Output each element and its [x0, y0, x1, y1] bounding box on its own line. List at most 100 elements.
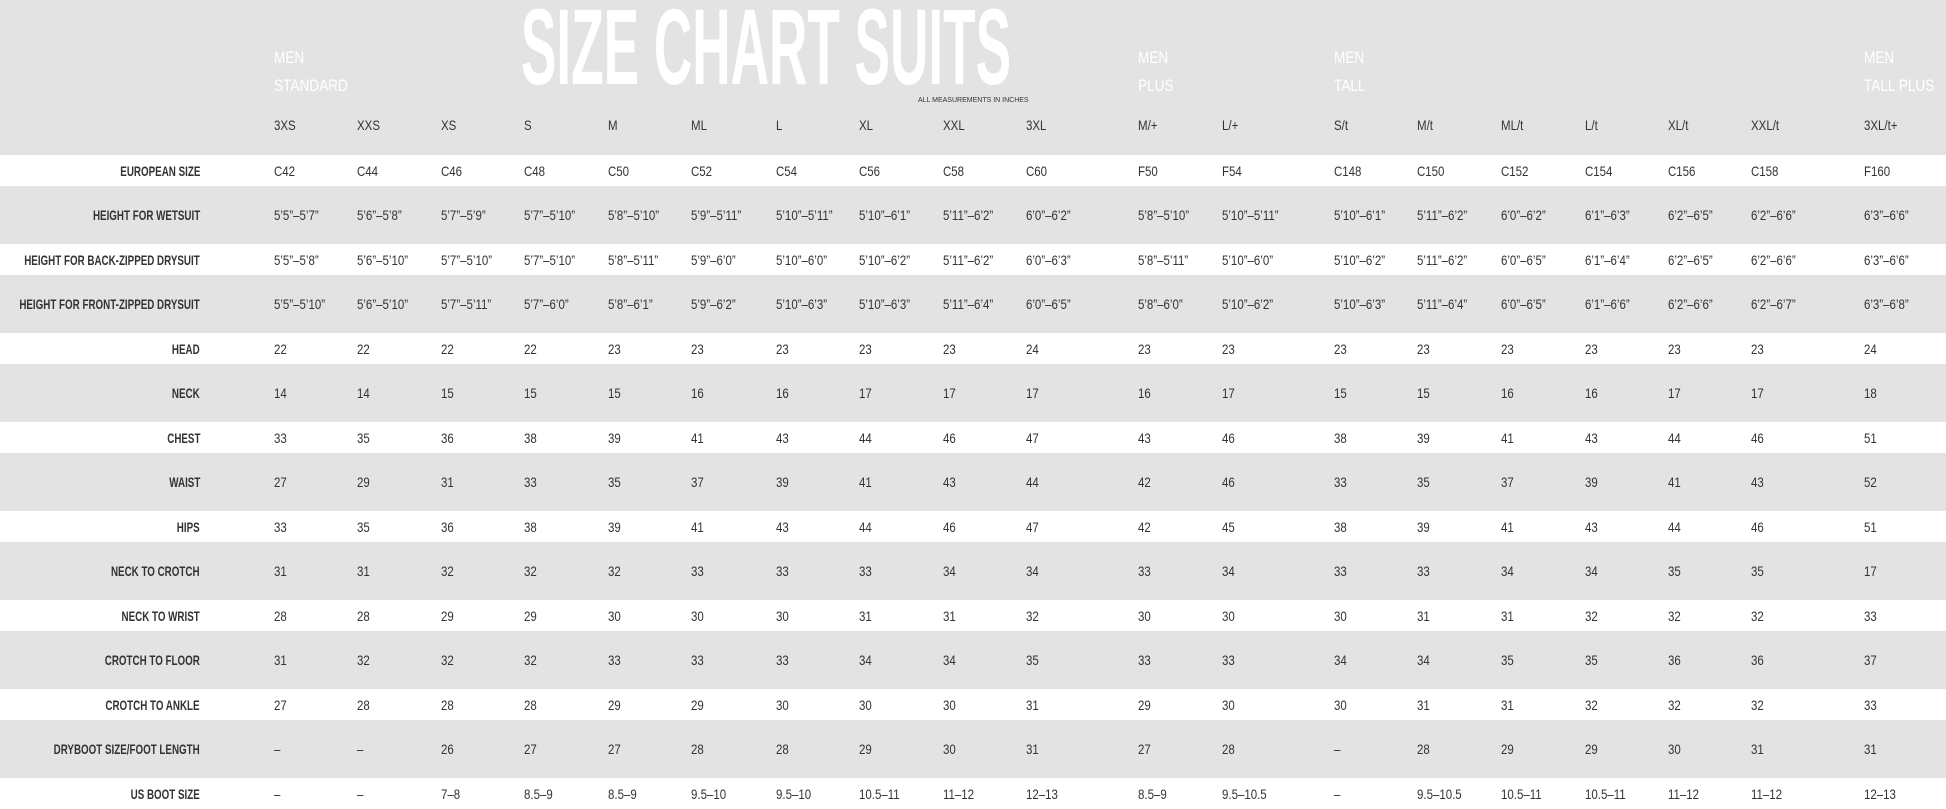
table-cell: –: [1334, 741, 1342, 757]
size-header-text: M: [608, 117, 618, 133]
table-cell-text: 30: [1668, 741, 1681, 757]
table-cell-text: C154: [1585, 162, 1613, 179]
size-header: M/+: [1138, 117, 1162, 133]
table-cell-text: 31: [1417, 696, 1430, 713]
table-cell-text: 51: [1864, 518, 1877, 535]
table-cell-text: 30: [943, 696, 956, 713]
table-cell: 7–8: [441, 786, 464, 802]
table-cell-text: 39: [776, 474, 789, 490]
table-cell-text: 34: [1334, 652, 1347, 668]
table-cell-text: 5’6”–5’10”: [357, 296, 409, 312]
table-cell: 29: [357, 474, 373, 490]
table-cell: C48: [524, 163, 550, 179]
table-cell-text: 34: [943, 652, 956, 668]
table-cell-text: 6’3”–6’6”: [1864, 207, 1909, 223]
table-cell-text: 46: [1751, 518, 1764, 535]
table-cell: 23: [943, 341, 959, 357]
table-cell-text: 23: [943, 340, 956, 357]
table-cell: C150: [1417, 163, 1450, 179]
table-cell: 14: [274, 385, 290, 401]
table-cell: 30: [1334, 608, 1350, 624]
table-cell-text: 29: [1501, 741, 1514, 757]
table-cell: 15: [524, 385, 540, 401]
table-cell-text: 32: [1585, 696, 1598, 713]
table-cell-text: 28: [441, 696, 454, 713]
table-cell: 17: [1222, 385, 1238, 401]
table-cell-text: 6’0”–6’2”: [1501, 207, 1546, 223]
group-label-text: MEN: [1334, 48, 1365, 67]
table-cell: 39: [1417, 430, 1433, 446]
table-cell: 46: [943, 430, 959, 446]
table-cell-text: C156: [1668, 162, 1696, 179]
table-cell: 11–12: [943, 786, 981, 802]
row-label-text: NECK TO WRIST: [121, 607, 200, 624]
table-cell: 32: [441, 563, 457, 579]
table-cell-text: 31: [859, 607, 872, 624]
table-cell: 17: [1751, 385, 1767, 401]
size-header: S: [524, 117, 533, 133]
table-cell-text: 33: [1417, 563, 1430, 579]
table-cell: 47: [1026, 430, 1042, 446]
table-cell-text: C50: [608, 162, 630, 179]
table-cell-text: 46: [943, 429, 956, 446]
table-cell: 30: [776, 697, 792, 713]
table-cell-text: 24: [1864, 340, 1877, 357]
table-cell-text: 32: [1751, 607, 1764, 624]
table-cell: 41: [691, 430, 707, 446]
table-cell-text: 10.5–11: [859, 785, 900, 802]
table-cell-text: 16: [1138, 385, 1151, 401]
table-cell: 5’5”–5’8”: [274, 252, 328, 268]
table-cell-text: 5’7”–6’0”: [524, 296, 569, 312]
table-cell: 39: [608, 430, 624, 446]
table-cell-text: 23: [1334, 340, 1347, 357]
table-cell: 32: [1026, 608, 1042, 624]
table-cell-text: –: [357, 741, 364, 757]
row-band: [0, 186, 1946, 244]
table-cell: 17: [859, 385, 875, 401]
table-cell: 42: [1138, 519, 1154, 535]
table-cell-text: 37: [1501, 474, 1514, 490]
table-cell-text: 5’10”–6’2”: [1334, 251, 1386, 268]
table-cell: C60: [1026, 163, 1052, 179]
table-cell: 29: [441, 608, 457, 624]
table-cell-text: 15: [608, 385, 621, 401]
table-cell-text: 33: [1138, 563, 1151, 579]
size-header: S/t: [1334, 117, 1351, 133]
table-cell: 27: [608, 741, 624, 757]
table-cell-text: 17: [859, 385, 872, 401]
table-cell-text: 6’1”–6’3”: [1585, 207, 1630, 223]
row-label-text: WAIST: [168, 474, 200, 490]
table-cell-text: 5’11”–6’2”: [1417, 251, 1468, 268]
group-label-text: PLUS: [1138, 76, 1174, 95]
table-cell-text: 23: [776, 340, 789, 357]
table-cell: 38: [524, 430, 540, 446]
table-cell-text: 32: [441, 652, 454, 668]
table-cell: 6’2”–6’6”: [1751, 207, 1805, 223]
table-cell-text: 38: [1334, 429, 1347, 446]
table-cell-text: 9.5–10.5: [1417, 785, 1462, 802]
table-cell-text: 16: [1501, 385, 1514, 401]
table-cell-text: 5’7”–5’10”: [441, 251, 493, 268]
row-band: [0, 453, 1946, 511]
table-cell: 42: [1138, 474, 1154, 490]
table-cell-text: 37: [691, 474, 704, 490]
table-cell: 44: [859, 519, 875, 535]
table-cell-text: 5’8”–6’0”: [1138, 296, 1183, 312]
table-cell: 12–13: [1026, 786, 1065, 802]
table-cell: 5’10”–6’3”: [859, 296, 921, 312]
group-label-text: STANDARD: [274, 76, 348, 95]
row-label-text: NECK: [172, 385, 200, 401]
table-cell-text: 38: [1334, 518, 1347, 535]
table-cell: 16: [1501, 385, 1517, 401]
table-cell: 16: [1585, 385, 1601, 401]
table-cell-text: 30: [691, 607, 704, 624]
group-label: PLUS: [1138, 72, 1182, 100]
table-cell: 29: [1585, 741, 1601, 757]
table-cell-text: 12–13: [1026, 785, 1058, 802]
table-cell-text: 5’10”–5’11”: [1222, 207, 1279, 223]
table-cell: F160: [1864, 163, 1896, 179]
size-header: XS: [441, 117, 460, 133]
table-cell: 30: [1222, 608, 1238, 624]
table-cell-text: 6’0”–6’5”: [1501, 296, 1546, 312]
table-cell: 15: [441, 385, 457, 401]
